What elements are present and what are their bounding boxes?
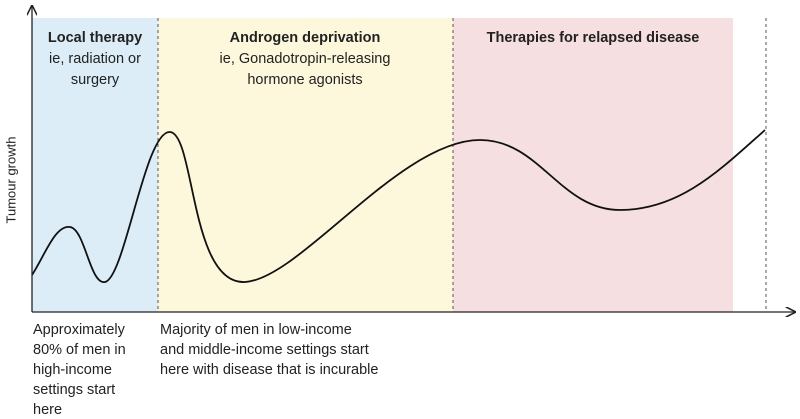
region-title: Therapies for relapsed disease [487, 30, 700, 46]
region-text: ie, radiation or [49, 51, 141, 67]
region-relapsed [453, 18, 733, 312]
growth-curve [31, 129, 766, 283]
region-text: ie, Gonadotropin-releasing [220, 51, 391, 67]
y-label: Tumour growth [3, 137, 18, 224]
note: here [33, 402, 62, 418]
note: here with disease that is incurable [160, 362, 378, 378]
note: Majority of men in low-income [160, 322, 352, 338]
note: 80% of men in [33, 342, 126, 358]
dividers [157, 18, 767, 312]
region-title: Androgen deprivation [230, 30, 381, 46]
note: settings start [33, 382, 115, 398]
region-text: surgery [71, 72, 120, 88]
region-local [32, 18, 158, 312]
region-text: hormone agonists [247, 72, 362, 88]
note: high-income [33, 362, 112, 378]
region-title: Local therapy [48, 30, 142, 46]
note: and middle-income settings start [160, 342, 369, 358]
region-androgen [158, 18, 453, 312]
note: Approximately [33, 322, 126, 338]
